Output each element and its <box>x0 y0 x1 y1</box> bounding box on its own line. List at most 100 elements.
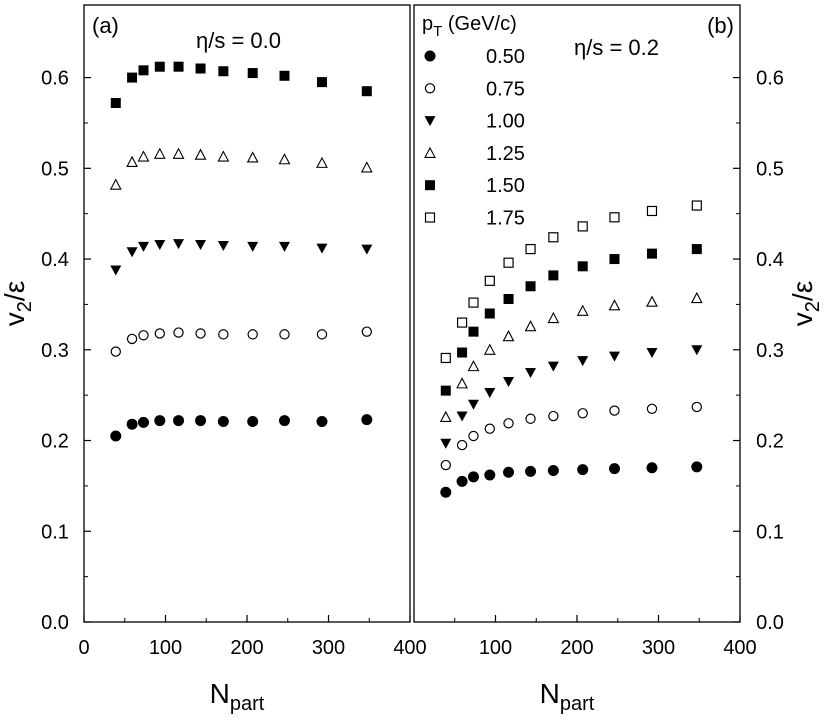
legend-marker <box>424 50 436 62</box>
data-point <box>154 240 166 251</box>
data-point <box>278 241 290 252</box>
data-point <box>110 265 122 276</box>
y-tick-label: 0.3 <box>41 340 69 362</box>
data-point <box>137 416 149 428</box>
legend-title: pT (GeV/c) <box>422 13 517 40</box>
x-tick-label: 0 <box>78 637 89 659</box>
data-point <box>525 413 536 424</box>
y-axis-title-subscript: 2 <box>14 301 36 312</box>
x-axis-title: Npart <box>210 678 265 715</box>
x-tick-label: 100 <box>479 637 512 659</box>
data-point <box>360 161 373 173</box>
series-1.75 <box>440 200 702 364</box>
data-point <box>483 343 496 355</box>
data-point <box>548 410 559 422</box>
y-axis-title: v2/ε <box>787 281 824 326</box>
data-point <box>577 261 588 272</box>
y-tick-label: 0.2 <box>756 431 784 453</box>
series-1.25 <box>439 291 703 422</box>
y-tick-label: 0.4 <box>41 249 69 271</box>
series-1.50 <box>110 61 372 108</box>
data-point <box>138 330 149 341</box>
data-point <box>138 65 149 76</box>
legend-marker <box>424 212 436 223</box>
data-point <box>577 356 589 367</box>
series-0.75 <box>110 326 373 357</box>
y-tick-label: 0.3 <box>756 340 784 362</box>
data-point <box>503 377 515 388</box>
data-point <box>316 77 327 88</box>
data-point <box>576 304 589 316</box>
data-point <box>577 221 588 232</box>
data-point <box>608 463 620 475</box>
data-point <box>173 61 184 72</box>
x-tick-label: 400 <box>723 637 756 659</box>
data-point <box>608 351 620 362</box>
data-point <box>137 241 149 252</box>
series-0.50 <box>110 414 373 442</box>
data-point <box>126 418 138 430</box>
x-axis-title-subscript: part <box>230 693 265 715</box>
data-point <box>548 270 559 281</box>
data-point <box>316 415 328 427</box>
data-point <box>691 461 703 473</box>
x-tick-label: 400 <box>393 637 426 659</box>
data-point <box>609 405 620 416</box>
y-tick-label: 0.6 <box>756 68 784 90</box>
y-axis-title-suffix: /ε <box>0 281 30 301</box>
legend-marker <box>425 180 435 191</box>
data-point <box>456 317 468 328</box>
data-point <box>173 415 185 427</box>
data-point <box>278 153 291 165</box>
data-point <box>195 63 206 74</box>
data-point <box>137 150 150 162</box>
data-point <box>110 346 121 357</box>
data-point <box>172 147 185 159</box>
data-point <box>316 156 328 168</box>
data-point <box>609 212 620 223</box>
data-point <box>195 328 206 339</box>
data-point <box>361 244 373 255</box>
data-point <box>691 200 702 211</box>
y-axis-title-subscript: 2 <box>802 301 824 312</box>
data-point <box>440 459 451 471</box>
data-point <box>278 415 290 427</box>
data-point <box>467 471 479 483</box>
data-point <box>126 247 138 258</box>
panel-label: (a) <box>92 13 119 38</box>
data-point <box>456 411 468 422</box>
x-tick-label: 100 <box>149 637 182 659</box>
plot-frame <box>413 4 741 623</box>
plot-frame <box>83 4 411 623</box>
data-point <box>484 387 496 398</box>
y-tick-label: 0.1 <box>41 521 69 543</box>
data-point <box>110 430 122 442</box>
x-tick-label: 300 <box>312 637 345 659</box>
data-point <box>439 410 452 422</box>
data-point <box>525 281 536 292</box>
x-axis-title: Npart <box>540 678 595 715</box>
data-point <box>126 333 138 345</box>
data-point <box>217 150 230 162</box>
data-point <box>126 155 138 168</box>
data-point <box>247 329 258 340</box>
data-point <box>484 275 495 286</box>
data-point <box>608 299 621 311</box>
legend-label: 1.75 <box>486 208 525 230</box>
data-point <box>646 205 658 217</box>
data-point <box>646 295 658 307</box>
data-point <box>173 327 184 338</box>
data-point <box>457 347 468 358</box>
data-point <box>153 147 166 159</box>
data-point <box>484 469 496 481</box>
data-point <box>247 241 259 252</box>
data-point <box>246 151 259 163</box>
legend-label: 1.00 <box>486 111 525 133</box>
data-point <box>525 465 537 477</box>
data-point <box>195 415 207 427</box>
data-point <box>577 408 588 419</box>
series-1.25 <box>109 147 373 190</box>
data-point <box>646 248 657 259</box>
data-point <box>467 399 479 410</box>
